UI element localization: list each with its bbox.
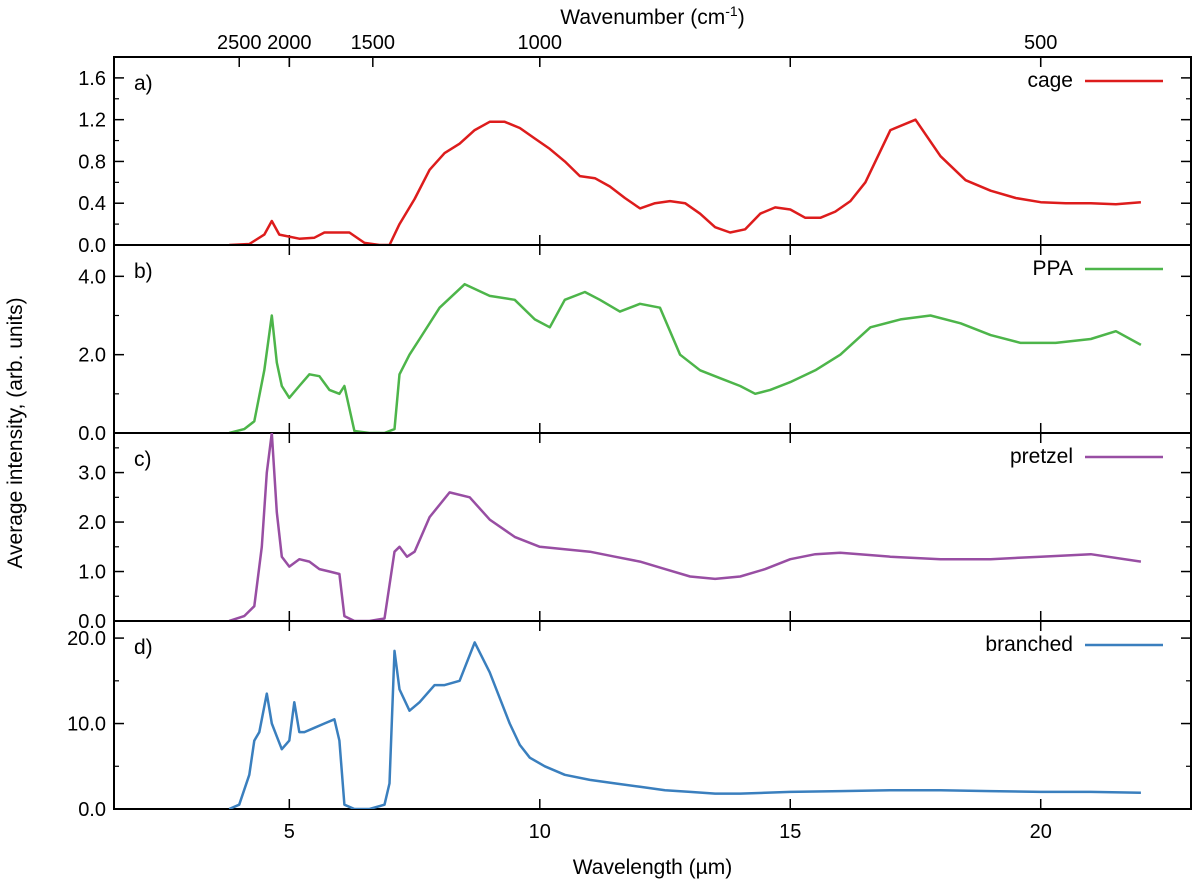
series-line-cage xyxy=(229,118,1142,245)
top-tick-label: 2500 xyxy=(217,32,262,54)
top-tick-label: 500 xyxy=(1024,32,1057,54)
series-line-branched xyxy=(228,641,1141,809)
panel-label: d) xyxy=(134,636,153,659)
y-tick-label: 0.0 xyxy=(78,611,106,633)
panel-branched: 0.0 10.0 20.0 d) branched xyxy=(67,620,1192,821)
top-tick-label: 1500 xyxy=(351,32,396,54)
y-tick-label: 0.0 xyxy=(78,235,106,257)
legend-label: cage xyxy=(1027,69,1073,92)
top-axis-title: Wavenumber (cm-1) xyxy=(560,3,744,29)
panel-label: b) xyxy=(134,260,153,283)
panel-pretzel: 0.0 1.0 2.0 3.0 c) pretzel xyxy=(78,432,1192,633)
y-tick-label: 4.0 xyxy=(78,266,106,288)
x-tick-label: 10 xyxy=(529,821,551,843)
y-tick-label: 20.0 xyxy=(67,628,106,650)
y-tick-label: 0.0 xyxy=(78,423,106,445)
y-tick-label: 0.4 xyxy=(78,193,106,215)
x-tick-label: 15 xyxy=(779,821,801,843)
y-tick-label: 0.0 xyxy=(78,799,106,821)
legend-label: pretzel xyxy=(1010,445,1073,468)
panel-PPA: 0.0 2.0 4.0 b) PPA xyxy=(78,244,1192,445)
x-axis-title: Wavelength (µm) xyxy=(573,856,733,879)
top-axis-title-sup: -1 xyxy=(725,3,738,19)
top-axis-title-close: ) xyxy=(738,6,745,29)
top-axis-title-main: Wavenumber (cm xyxy=(560,6,725,29)
x-tick-label: 5 xyxy=(284,821,295,843)
y-tick-label: 0.8 xyxy=(78,151,106,173)
y-tick-label: 2.0 xyxy=(78,345,106,367)
y-tick-label: 10.0 xyxy=(67,714,106,736)
y-tick-label: 2.0 xyxy=(78,512,106,534)
y-tick-label: 1.0 xyxy=(78,562,106,584)
y-axis-title: Average intensity, (arb. units) xyxy=(4,297,27,568)
series-line-PPA xyxy=(228,282,1142,433)
panel-cage: 0.0 0.4 0.8 1.2 1.6 a) cage xyxy=(78,56,1192,257)
legend-label: PPA xyxy=(1033,257,1073,280)
top-tick-label: 2000 xyxy=(267,32,312,54)
legend-label: branched xyxy=(985,633,1073,656)
x-tick-label: 20 xyxy=(1030,821,1052,843)
series-line-pretzel xyxy=(228,433,1142,621)
panel-label: c) xyxy=(134,448,152,471)
y-tick-label: 1.6 xyxy=(78,68,106,90)
y-tick-label: 1.2 xyxy=(78,110,106,132)
panel-label: a) xyxy=(134,72,153,95)
panel-frame xyxy=(113,620,1192,810)
top-tick-label: 1000 xyxy=(518,32,563,54)
y-tick-label: 3.0 xyxy=(78,463,106,485)
